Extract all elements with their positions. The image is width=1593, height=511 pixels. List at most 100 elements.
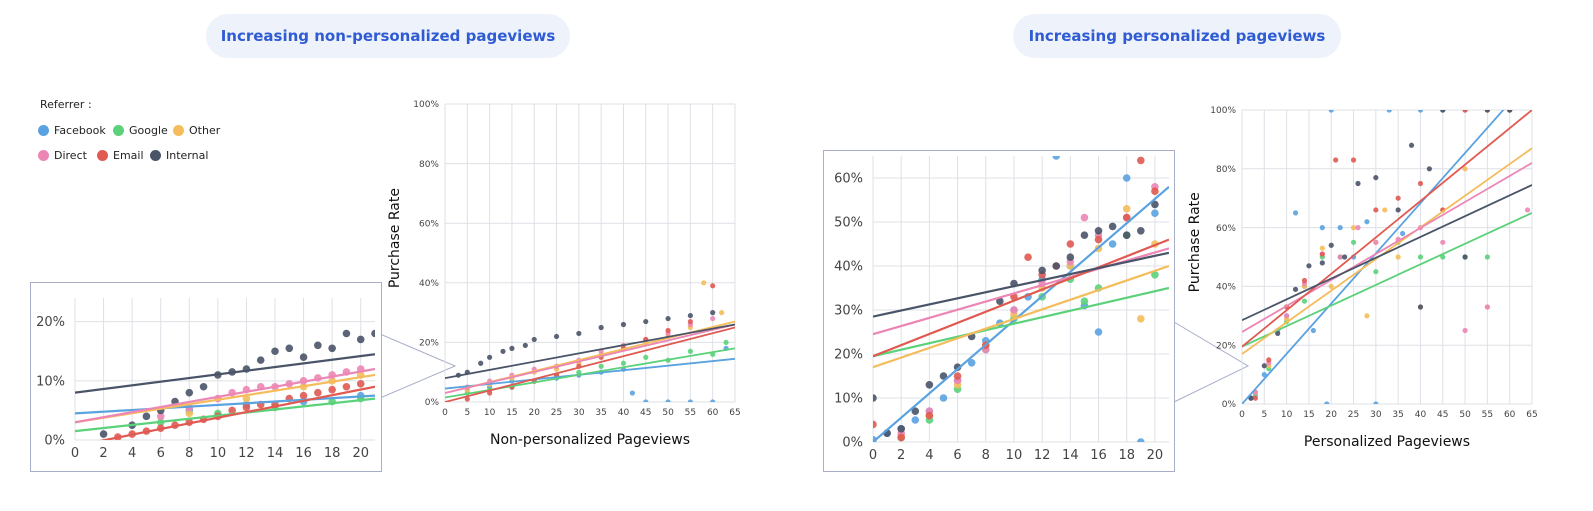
data-point-email (464, 396, 470, 402)
data-point-internal (1342, 254, 1348, 260)
data-point-internal (500, 348, 506, 354)
data-point-email (925, 411, 934, 420)
data-point-email (1373, 207, 1379, 213)
x-tick-label: 0 (71, 446, 79, 461)
personalized-main-chart: 0 5 10 15 20 25 30 35 40 45 50 55 60 65 0% 20% 40% 60% 80%… (1187, 106, 1538, 450)
trend-line-other (1242, 147, 1532, 355)
data-point-internal (1507, 110, 1513, 113)
personalized-zoom-chart: 0 2 4 6 8 10 12 14 16 18 20 0% 10% 20% 30% 40% 50% 60% (823, 150, 1175, 472)
x-tick-label: 4 (128, 446, 136, 461)
x-tick-label: 50 (1459, 410, 1471, 420)
data-point-internal (665, 315, 671, 322)
legend-dot-icon (113, 125, 124, 136)
y-axis-title: Purchase Rate (387, 188, 403, 288)
data-point-internal (342, 329, 351, 338)
y-tick-label: 40% (834, 260, 863, 275)
data-point-email (1066, 240, 1075, 248)
legend-item-email[interactable]: Email (97, 149, 144, 162)
data-point-internal (710, 310, 716, 316)
data-point-direct (156, 412, 165, 421)
data-point-internal (1080, 231, 1089, 239)
x-tick-label: 10 (484, 408, 496, 418)
legend-label: Facebook (54, 124, 106, 137)
trend-line-direct (75, 367, 375, 424)
data-point-email (1319, 251, 1325, 257)
legend-item-direct[interactable]: Direct (38, 149, 87, 162)
legend-item-internal[interactable]: Internal (150, 149, 208, 162)
data-point-email (1350, 157, 1357, 163)
data-point-google (1080, 297, 1089, 305)
data-point-internal (1248, 395, 1254, 401)
data-point-other (719, 310, 725, 316)
data-point-facebook (1261, 372, 1267, 378)
data-point-internal (1484, 110, 1490, 113)
data-point-facebook (1122, 174, 1131, 182)
data-point-email (1395, 195, 1401, 201)
trend-line-facebook (1242, 110, 1505, 404)
y-tick-label: 20% (834, 348, 863, 363)
y-tick-label: 40% (419, 279, 439, 289)
legend-item-other[interactable]: Other (173, 124, 220, 137)
data-point-facebook (629, 390, 635, 396)
data-point-email (299, 391, 308, 400)
left-zoom-connector (379, 333, 457, 399)
plot-area (445, 280, 735, 402)
data-point-google (1417, 254, 1424, 260)
legend-item-facebook[interactable]: Facebook (38, 124, 106, 137)
data-point-direct (1337, 254, 1343, 260)
data-point-facebook (1319, 225, 1325, 231)
data-point-internal (1408, 142, 1415, 148)
y-axis-title: Purchase Rate (1187, 192, 1203, 292)
x-tick-label: 2 (99, 446, 107, 461)
x-tick-label: 25 (1348, 410, 1359, 420)
data-point-internal (142, 412, 151, 421)
data-point-internal (1122, 231, 1131, 239)
data-point-direct (1373, 239, 1379, 245)
data-point-other (242, 394, 251, 403)
nonpersonalized-main-chart: 0 5 10 15 20 25 30 35 40 45 50 55 60 65 0% 20% 40% 60% 80%… (387, 100, 741, 448)
data-point-email (1094, 235, 1103, 244)
data-point-email (1151, 187, 1159, 195)
data-point-internal (1261, 363, 1267, 369)
y-tick-label: 100% (1210, 106, 1236, 116)
x-tick-label: 8 (185, 446, 193, 461)
data-point-facebook (1108, 240, 1117, 248)
data-point-email (242, 403, 251, 412)
x-tick-label: 10 (1281, 410, 1293, 420)
data-point-facebook (665, 399, 671, 402)
data-point-facebook (911, 416, 920, 424)
data-point-internal (487, 354, 493, 360)
data-point-facebook (1052, 156, 1061, 160)
data-point-internal (1066, 253, 1075, 261)
data-point-other (1364, 313, 1370, 319)
data-point-other (185, 409, 194, 418)
data-point-internal (199, 382, 208, 391)
data-point-facebook (1373, 401, 1379, 404)
x-tick-label: 25 (551, 408, 562, 418)
y-tick-label: 20% (36, 315, 65, 330)
data-point-internal (897, 425, 905, 433)
zoom-frame (823, 150, 1175, 472)
x-tick-label: 2 (897, 448, 905, 463)
data-point-direct (710, 315, 716, 322)
x-tick-label: 40 (618, 408, 630, 418)
y-tick-label: 0% (842, 436, 863, 451)
data-point-direct (1484, 304, 1490, 310)
data-point-other (1328, 283, 1334, 289)
data-point-internal (1038, 266, 1046, 275)
data-point-google (1151, 271, 1159, 279)
legend-label: Other (189, 124, 221, 137)
data-point-internal (356, 335, 365, 344)
x-tick-label: 5 (464, 408, 470, 418)
x-tick-label: 50 (662, 408, 674, 418)
x-tick-label: 12 (238, 446, 255, 461)
data-point-internal (1292, 286, 1299, 292)
x-tick-label: 55 (685, 408, 696, 418)
legend-item-google[interactable]: Google (113, 124, 168, 137)
data-point-email (1333, 157, 1339, 163)
data-point-facebook (1364, 219, 1370, 225)
data-point-email (356, 379, 365, 388)
trend-line-internal (75, 353, 375, 394)
data-point-google (1484, 254, 1490, 260)
data-point-internal (314, 341, 322, 350)
